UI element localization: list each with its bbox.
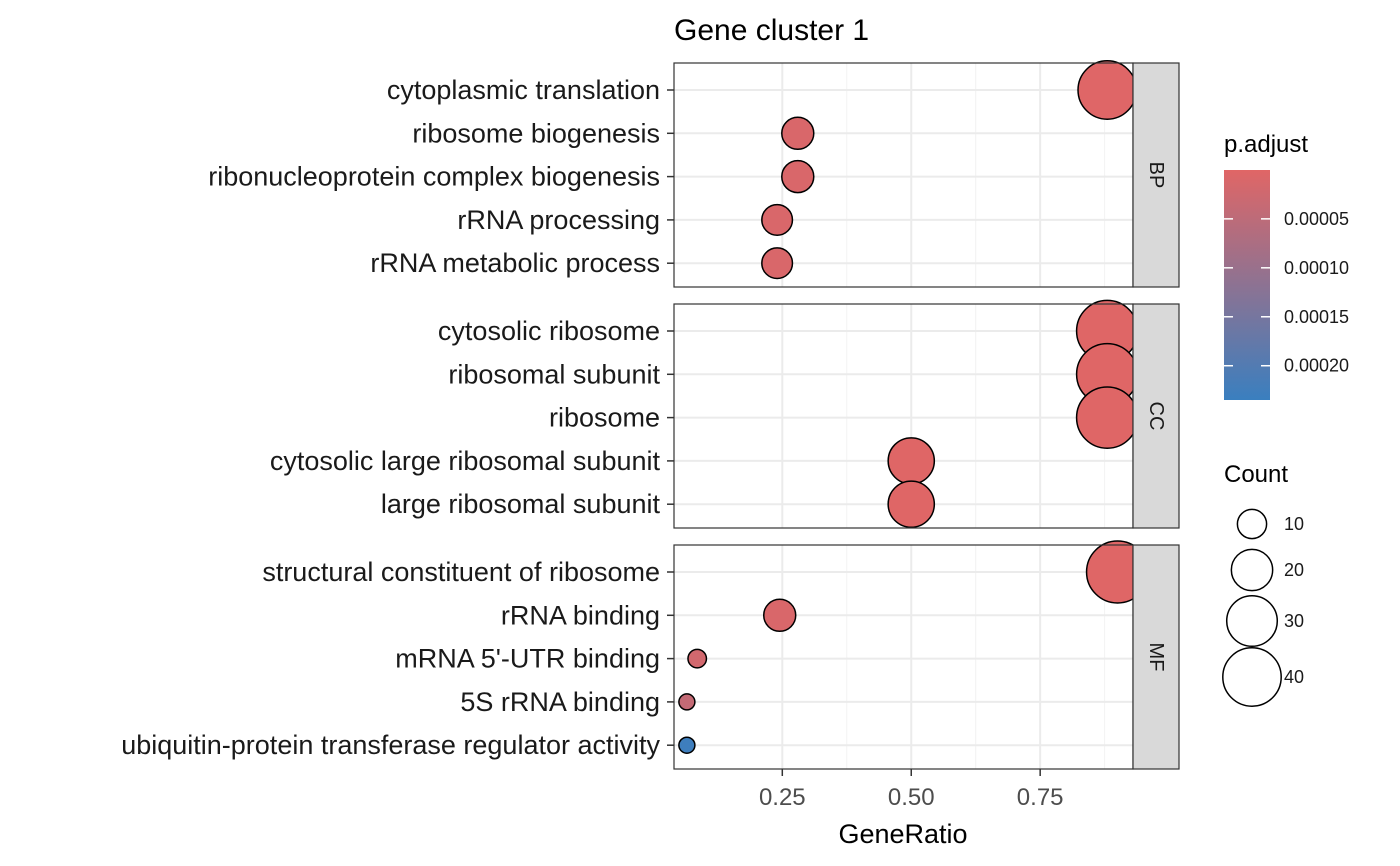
- facet-strip-label: BP: [1145, 162, 1167, 189]
- size-legend-key: [1222, 647, 1282, 707]
- size-legend-key: [1230, 548, 1274, 592]
- y-tick-label: cytosolic large ribosomal subunit: [270, 446, 661, 476]
- facet-panel-mf: structural constituent of ribosome rRNA b…: [121, 540, 1180, 770]
- data-point: [762, 598, 797, 633]
- panel-background: [674, 63, 1133, 287]
- color-legend-label: 0.00020: [1284, 356, 1349, 376]
- y-tick-label: cytosolic ribosome: [438, 316, 660, 346]
- data-point: [761, 247, 794, 280]
- size-legend-key: [1225, 594, 1279, 648]
- size-legend-label: 20: [1284, 560, 1304, 580]
- facet-strip-label: MF: [1145, 643, 1167, 672]
- x-tick-label: 0.50: [888, 784, 935, 811]
- data-point: [678, 693, 696, 711]
- data-point: [887, 437, 936, 485]
- y-tick-label: mRNA 5'-UTR binding: [395, 644, 660, 674]
- panel-background: [674, 545, 1133, 769]
- y-tick-label: ribosome: [549, 403, 660, 433]
- chart-title: Gene cluster 1: [674, 14, 869, 47]
- size-legend-label: 30: [1284, 611, 1304, 631]
- x-tick-label: 0.25: [759, 784, 806, 811]
- y-tick-label: cytoplasmic translation: [387, 75, 660, 105]
- y-tick-label: ribonucleoprotein complex biogenesis: [208, 162, 660, 192]
- x-tick-label: 0.75: [1017, 784, 1064, 811]
- color-legend-label: 0.00010: [1284, 258, 1349, 278]
- y-tick-label: ribosomal subunit: [448, 359, 660, 389]
- size-legend-title: Count: [1224, 461, 1288, 488]
- data-point: [687, 648, 708, 669]
- y-tick-label: rRNA binding: [501, 600, 660, 630]
- data-point: [781, 116, 815, 151]
- y-tick-label: structural constituent of ribosome: [262, 557, 660, 587]
- data-point: [1075, 386, 1139, 449]
- plot-area: cytoplasmic translation ribosome biogenes…: [121, 60, 1180, 770]
- facet-strip: [1132, 544, 1180, 770]
- data-point: [781, 159, 815, 194]
- color-legend-bar: [1224, 170, 1270, 400]
- x-axis-title: GeneRatio: [838, 819, 967, 849]
- size-legend-label: 40: [1284, 667, 1304, 687]
- facet-strip: [1132, 62, 1180, 288]
- data-point: [1077, 60, 1138, 120]
- y-tick-label: ubiquitin-protein transferase regulator …: [121, 730, 660, 760]
- facet-strip: [1132, 303, 1180, 529]
- y-tick-label: rRNA metabolic process: [370, 248, 660, 278]
- color-legend-title: p.adjust: [1224, 131, 1308, 158]
- x-axis: 0.25 0.50 0.75: [759, 769, 1064, 811]
- size-legend-label: 10: [1284, 514, 1304, 534]
- legend: p.adjust 0.00005 0.00010 0.00015 0.00020 Coun…: [1222, 131, 1349, 707]
- y-tick-label: large ribosomal subunit: [381, 489, 661, 519]
- facet-strip-label: CC: [1145, 402, 1167, 431]
- data-point: [678, 736, 696, 754]
- y-tick-label: ribosome biogenesis: [412, 118, 660, 148]
- facet-panel-bp: cytoplasmic translation ribosome biogenes…: [208, 60, 1180, 288]
- data-point: [761, 203, 794, 236]
- data-point: [887, 480, 936, 529]
- color-legend-label: 0.00015: [1284, 307, 1349, 327]
- color-legend-label: 0.00005: [1284, 209, 1349, 229]
- size-legend-key: [1236, 508, 1268, 540]
- y-tick-label: rRNA processing: [457, 205, 660, 235]
- facet-panel-cc: cytosolic ribosome ribosomal subunit ribos…: [270, 299, 1180, 529]
- y-tick-label: 5S rRNA binding: [460, 687, 660, 717]
